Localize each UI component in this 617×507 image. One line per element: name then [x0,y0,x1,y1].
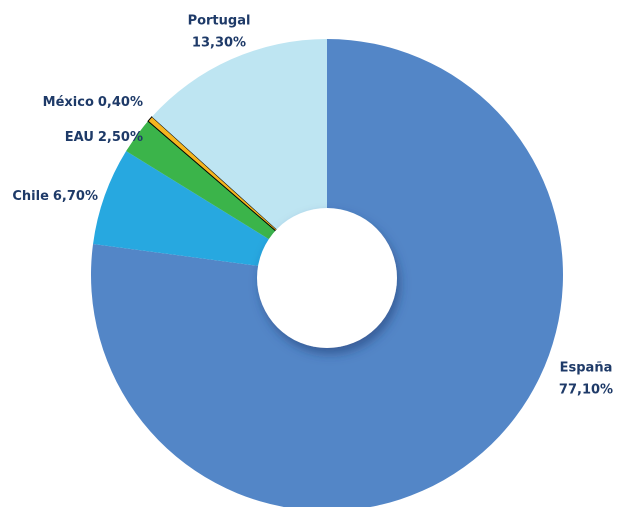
value-label: 6,70% [53,189,98,204]
slice-label: México 0,40% [43,95,143,110]
slice-label: Portugal [188,14,251,29]
labels: España 77,10% Chile 6,70% EAU 2,50% México 0,40… [12,14,613,398]
slices [91,39,563,507]
slice [91,39,563,507]
category-name: EAU [65,130,94,145]
value-label: 0,40% [98,95,143,110]
slice [126,121,282,244]
value-label: 13,30% [192,36,246,51]
slice-label: EAU 2,50% [65,130,143,145]
category-name: Chile [12,189,49,204]
donut-hole [257,208,397,348]
slice-label: España [560,361,613,376]
value-label: 77,10% [559,383,613,398]
category-name: México [43,95,94,110]
slice [93,151,276,268]
value-label: 2,50% [98,130,143,145]
slice [151,39,327,235]
slice-label: Chile 6,70% [12,189,98,204]
